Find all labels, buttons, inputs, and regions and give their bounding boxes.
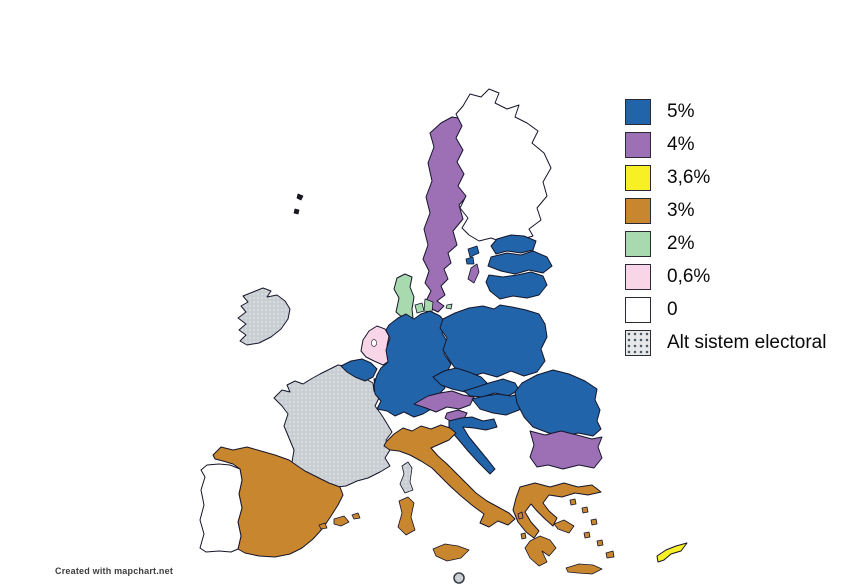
legend-item-t36: 3,6% xyxy=(625,165,826,191)
island-aegean-4[interactable] xyxy=(583,531,591,539)
legend-swatch-t36 xyxy=(625,165,651,191)
legend-swatch-t4 xyxy=(625,132,651,158)
country-denmark[interactable] xyxy=(393,273,415,320)
peninsula-peloponnese[interactable] xyxy=(524,535,557,567)
country-czechia[interactable] xyxy=(432,367,488,393)
country-italy[interactable] xyxy=(383,424,516,528)
legend-item-t06: 0,6% xyxy=(625,264,826,290)
legend-item-t2: 2% xyxy=(625,231,826,257)
legend-item-t5: 5% xyxy=(625,99,826,125)
island-funen[interactable] xyxy=(414,302,425,314)
country-estonia[interactable] xyxy=(490,234,537,255)
island-sicily[interactable] xyxy=(432,543,470,562)
country-poland[interactable] xyxy=(439,304,548,378)
island-saaremaa[interactable] xyxy=(467,245,480,258)
legend-item-t4: 4% xyxy=(625,132,826,158)
legend: 5% 4% 3,6% 3% 2% 0,6% 0 Alt sistem electoral xyxy=(625,99,826,356)
island-aegean-2[interactable] xyxy=(581,506,589,514)
island-crete[interactable] xyxy=(565,563,603,575)
legend-label-t5: 5% xyxy=(667,101,695,122)
island-euboea[interactable] xyxy=(553,519,575,534)
island-aegean-5[interactable] xyxy=(596,539,604,547)
legend-label-t2: 2% xyxy=(667,233,695,254)
island-bornholm[interactable] xyxy=(445,303,453,310)
island-menorca[interactable] xyxy=(351,512,361,520)
country-lithuania[interactable] xyxy=(485,271,548,300)
legend-label-t06: 0,6% xyxy=(667,266,711,287)
legend-swatch-t06 xyxy=(625,264,651,290)
legend-swatch-t2 xyxy=(625,231,651,257)
country-cyprus[interactable] xyxy=(656,542,688,563)
island-gotland[interactable] xyxy=(467,263,480,284)
island-hiiumaa[interactable] xyxy=(465,256,475,265)
country-finland[interactable] xyxy=(455,88,552,244)
island-rhodes[interactable] xyxy=(605,550,615,559)
country-latvia[interactable] xyxy=(487,250,553,275)
legend-swatch-t5 xyxy=(625,99,651,125)
island-corfu[interactable] xyxy=(517,511,524,520)
country-austria[interactable] xyxy=(413,390,475,413)
country-romania[interactable] xyxy=(514,369,602,438)
legend-label-t0: 0 xyxy=(667,299,678,320)
legend-label-t36: 3,6% xyxy=(667,167,711,188)
island-aegean-3[interactable] xyxy=(590,518,598,526)
island-ibiza[interactable] xyxy=(318,522,328,530)
legend-label-t3: 3% xyxy=(667,200,695,221)
legend-swatch-alt xyxy=(625,330,651,356)
island-mallorca[interactable] xyxy=(333,515,350,527)
legend-item-t3: 3% xyxy=(625,198,826,224)
legend-item-t0: 0 xyxy=(625,297,826,323)
faroe-islands-mark-2 xyxy=(293,208,300,215)
island-corsica[interactable] xyxy=(399,461,414,494)
faroe-islands-mark xyxy=(296,193,304,201)
island-ionian[interactable] xyxy=(520,532,527,540)
island-aegean-1[interactable] xyxy=(569,498,577,506)
credit-text: Created with mapchart.net xyxy=(55,566,174,576)
island-sardinia[interactable] xyxy=(397,496,416,536)
legend-item-alt: Alt sistem electoral xyxy=(625,330,826,356)
country-portugal[interactable] xyxy=(199,463,243,553)
legend-swatch-t0 xyxy=(625,297,651,323)
legend-swatch-t3 xyxy=(625,198,651,224)
ijsselmeer-lake xyxy=(371,339,377,347)
country-greece[interactable] xyxy=(512,482,602,539)
country-ireland[interactable] xyxy=(237,287,291,346)
country-belgium[interactable] xyxy=(340,358,378,382)
country-bulgaria[interactable] xyxy=(529,430,603,470)
country-malta[interactable] xyxy=(453,572,465,584)
legend-label-t4: 4% xyxy=(667,134,695,155)
country-croatia[interactable] xyxy=(448,416,498,475)
legend-label-alt: Alt sistem electoral xyxy=(667,332,827,353)
